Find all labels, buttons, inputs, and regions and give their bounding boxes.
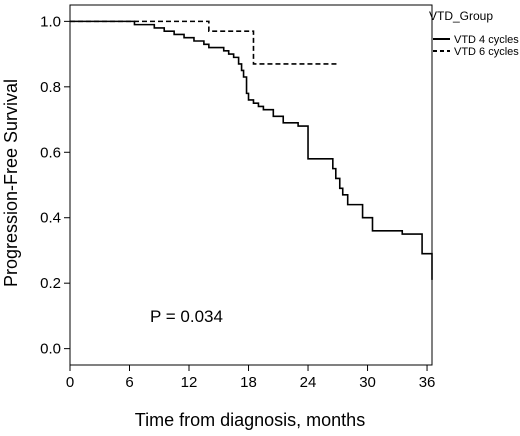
x-axis-title: Time from diagnosis, months	[135, 410, 365, 430]
y-tick-label: 0.4	[40, 210, 61, 227]
legend-title: VTD_Group	[429, 9, 493, 23]
x-tick-label: 30	[359, 374, 376, 391]
x-tick-label: 24	[300, 374, 317, 391]
legend: VTD_Group VTD 4 cycles VTD 6 cycles	[429, 9, 519, 58]
curve-vtd-6-cycles	[70, 20, 338, 65]
x-tick-label: 0	[66, 374, 74, 391]
y-tick-label: 0.2	[40, 275, 61, 292]
plot-frame	[69, 4, 433, 366]
y-tick-label: 1.0	[40, 13, 61, 30]
legend-label-vtd-4-cycles: VTD 4 cycles	[454, 34, 519, 46]
x-tick-label: 6	[125, 374, 133, 391]
x-tick-label: 36	[419, 374, 436, 391]
y-axis-title: Progression-Free Survival	[1, 79, 21, 287]
axes	[69, 4, 433, 366]
ticks: 0 6 12 18 24 30 36 0.0 0.2 0.4 0.6 0.8 1.0	[40, 13, 435, 391]
y-tick-label: 0.6	[40, 144, 61, 161]
y-tick-label: 0.0	[40, 341, 61, 358]
legend-label-vtd-6-cycles: VTD 6 cycles	[454, 46, 519, 58]
survival-curves	[70, 20, 433, 280]
curve-vtd-4-cycles	[70, 20, 433, 280]
x-tick-label: 18	[240, 374, 257, 391]
p-value-annotation: P = 0.034	[150, 307, 223, 326]
y-tick-label: 0.8	[40, 79, 61, 96]
x-tick-label: 12	[181, 374, 198, 391]
